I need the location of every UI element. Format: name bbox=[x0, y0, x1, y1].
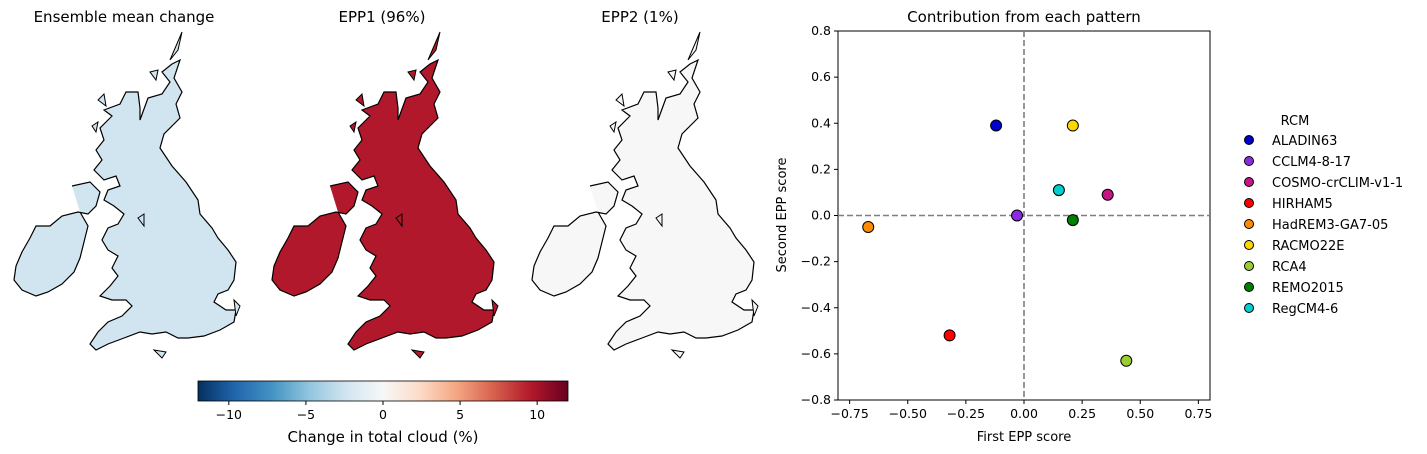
point-cosmo-crclim-v1-1 bbox=[1101, 188, 1114, 201]
legend-label: HIRHAM5 bbox=[1272, 197, 1333, 212]
legend-marker bbox=[1244, 135, 1254, 145]
y-tick-label: 0.0 bbox=[811, 208, 831, 223]
legend-label: RegCM4-6 bbox=[1272, 302, 1338, 317]
reference-lines bbox=[838, 31, 1210, 400]
y-tick-label: 0.8 bbox=[811, 23, 831, 38]
map-panel-3: EPP2 (1%) bbox=[531, 8, 759, 359]
legend-marker bbox=[1244, 177, 1254, 187]
x-tick-label: −0.25 bbox=[947, 406, 985, 421]
point-aladin63 bbox=[990, 119, 1003, 132]
x-tick-label: −0.50 bbox=[889, 406, 927, 421]
map-panel-2: EPP1 (96%) bbox=[271, 8, 499, 359]
map-title-3: EPP2 (1%) bbox=[601, 8, 678, 26]
chart-title: Contribution from each pattern bbox=[907, 8, 1141, 26]
legend-title: RCM bbox=[1281, 114, 1310, 129]
point-cclm4-8-17 bbox=[1011, 209, 1024, 222]
map-title-1: Ensemble mean change bbox=[34, 8, 215, 26]
x-axis-ticks: −0.75 −0.50 −0.25 0.00 0.25 0.50 0.75 bbox=[830, 400, 1212, 421]
colorbar-tick-label: −5 bbox=[297, 407, 315, 422]
legend-items: ALADIN63 CCLM4-8-17 COSMO-crCLIM-v1-1 HIRHA… bbox=[1244, 134, 1403, 317]
legend-label: CCLM4-8-17 bbox=[1272, 155, 1351, 170]
y-tick-label: −0.4 bbox=[801, 300, 831, 315]
y-tick-label: −0.6 bbox=[801, 346, 831, 361]
map-panel-1: Ensemble mean change bbox=[13, 8, 241, 359]
legend-label: REMO2015 bbox=[1272, 281, 1344, 296]
map-ensemble-mean bbox=[13, 31, 241, 359]
legend-marker bbox=[1244, 261, 1254, 271]
colorbar-ticks: −10 −5 0 5 10 bbox=[216, 401, 545, 422]
map-title-2: EPP1 (96%) bbox=[339, 8, 426, 26]
point-hirham5 bbox=[943, 329, 956, 342]
point-racmo22e bbox=[1066, 119, 1079, 132]
x-tick-label: 0.25 bbox=[1068, 406, 1096, 421]
colorbar-tick-label: 10 bbox=[529, 407, 545, 422]
map-epp1 bbox=[271, 31, 499, 359]
legend-marker bbox=[1244, 198, 1254, 208]
legend: RCM ALADIN63 CCLM4-8-17 COSMO-crCLIM-v1-1 H… bbox=[1244, 114, 1403, 317]
legend-label: COSMO-crCLIM-v1-1 bbox=[1272, 176, 1403, 191]
colorbar-gradient bbox=[197, 380, 569, 402]
colorbar-label: Change in total cloud (%) bbox=[287, 428, 478, 446]
legend-label: RACMO22E bbox=[1272, 239, 1344, 254]
x-tick-label: 0.75 bbox=[1184, 406, 1212, 421]
point-hadrem3-ga7-05 bbox=[862, 221, 875, 234]
colorbar: −10 −5 0 5 10 Change in total cloud (%) bbox=[197, 380, 569, 446]
x-tick-label: 0.50 bbox=[1126, 406, 1154, 421]
x-axis-label: First EPP score bbox=[977, 430, 1071, 445]
y-axis-ticks: −0.8 −0.6 −0.4 −0.2 0.0 0.2 0.4 0.6 0.8 bbox=[801, 23, 838, 407]
legend-marker bbox=[1244, 219, 1254, 229]
colorbar-tick-label: 0 bbox=[379, 407, 387, 422]
legend-marker bbox=[1244, 240, 1254, 250]
x-tick-label: 0.00 bbox=[1010, 406, 1038, 421]
colorbar-tick-label: −10 bbox=[216, 407, 242, 422]
map-epp2 bbox=[531, 31, 759, 359]
y-tick-label: 0.4 bbox=[811, 115, 831, 130]
x-tick-label: −0.75 bbox=[830, 406, 868, 421]
y-tick-label: 0.2 bbox=[811, 161, 831, 176]
scatter-points bbox=[862, 119, 1133, 367]
legend-marker bbox=[1244, 156, 1254, 166]
point-remo2015 bbox=[1066, 214, 1079, 227]
legend-marker bbox=[1244, 303, 1254, 313]
legend-label: RCA4 bbox=[1272, 260, 1307, 275]
point-regcm4-6 bbox=[1052, 184, 1065, 197]
legend-marker bbox=[1244, 282, 1254, 292]
y-axis-label: Second EPP score bbox=[775, 158, 790, 273]
scatter-chart: Contribution from each pattern −0.75 −0.5… bbox=[775, 8, 1212, 445]
colorbar-tick-label: 5 bbox=[456, 407, 464, 422]
legend-label: HadREM3-GA7-05 bbox=[1272, 218, 1388, 233]
y-tick-label: −0.2 bbox=[801, 254, 831, 269]
legend-label: ALADIN63 bbox=[1272, 134, 1337, 149]
y-tick-label: 0.6 bbox=[811, 69, 831, 84]
y-tick-label: −0.8 bbox=[801, 392, 831, 407]
point-rca4 bbox=[1120, 354, 1133, 367]
